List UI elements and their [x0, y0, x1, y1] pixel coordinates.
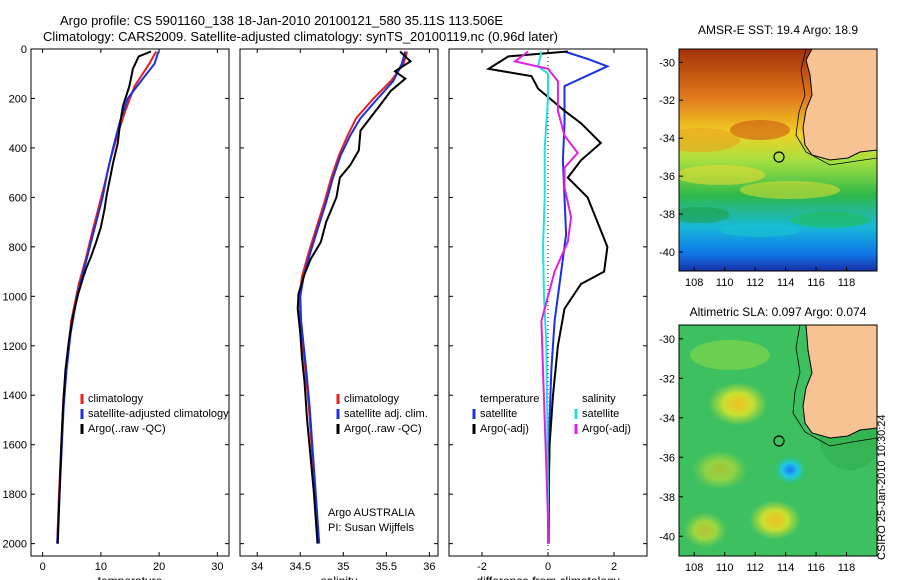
temperature-legend-entry: climatology: [88, 393, 144, 405]
argo-pi-label: PI: Susan Wijffels: [328, 522, 414, 534]
temperature-panel: 0 10 20 30 temperature 0 200 400 600 800 1000 1200 1…: [3, 44, 230, 580]
salinity-legend-entry: climatology: [344, 393, 400, 405]
sla-map: Altimetric SLA: 0.097 Argo: 0.074: [678, 305, 878, 557]
salinity-panel: 34 34.5 35 35.5 36 salinity climatology satelli…: [239, 48, 439, 580]
depth-tick-label: 1000: [3, 291, 27, 303]
temperature-series-black: [56, 50, 152, 544]
sla-map-ytick-label: -38: [659, 492, 675, 504]
figure-title-line1: Argo profile: CS 5901160_138 18-Jan-2010…: [60, 13, 504, 28]
sla-map-xtick-label: 118: [838, 562, 856, 574]
difference-temp-legend-entry: Argo(-adj): [480, 423, 529, 435]
figure-title-line2: Climatology: CARS2009. Satellite-adjuste…: [43, 29, 558, 44]
difference-series-magenta: [512, 50, 579, 544]
sst-map-xtick-label: 112: [746, 277, 764, 289]
salinity-xtick-label: 35.5: [376, 561, 397, 573]
credit-label: CSIRO 25-Jan-2010 10:30:24: [876, 414, 888, 560]
sst-map-xtick-label: 114: [777, 277, 795, 289]
salinity-xtick-label: 34.5: [290, 561, 311, 573]
temperature-xtick-label: 30: [211, 561, 223, 573]
sla-map-axes: 108 110 112 114 116 118 -30 -32 -34 -36 -38 -40: [659, 334, 855, 574]
depth-tick-label: 1600: [3, 440, 27, 452]
sla-map-xtick-label: 108: [685, 562, 703, 574]
sla-map-frame: [678, 324, 878, 557]
sla-map-ytick-label: -30: [659, 334, 675, 346]
salinity-xtick-label: 34: [251, 561, 263, 573]
depth-tick-label: 1800: [3, 489, 27, 501]
temperature-xlabel: temperature: [98, 574, 163, 580]
sst-map-frame: [678, 48, 878, 272]
difference-series-cyan: [536, 51, 549, 544]
depth-tick-label: 400: [9, 143, 27, 155]
sst-map-ytick-label: -34: [659, 133, 675, 145]
temperature-xtick-label: 0: [40, 561, 46, 573]
sst-map-xtick-label: 118: [838, 277, 856, 289]
difference-series-blue: [547, 50, 610, 544]
difference-xtick-label: 2: [611, 561, 617, 573]
sst-map: AMSR-E SST: 19.4 Argo: 18.9: [678, 23, 878, 272]
salinity-xtick-label: 35: [337, 561, 349, 573]
salinity-legend-entry: Argo(..raw -QC): [344, 423, 422, 435]
sst-land: [802, 49, 877, 161]
sst-map-title: AMSR-E SST: 19.4 Argo: 18.9: [698, 23, 858, 37]
sla-map-ytick-label: -34: [659, 413, 675, 425]
sst-map-ytick-label: -40: [659, 247, 675, 259]
depth-tick-label: 0: [21, 44, 27, 56]
depth-tick-label: 1400: [3, 390, 27, 402]
sla-map-xtick-label: 116: [807, 562, 825, 574]
difference-sal-legend-entry: Argo(-adj): [582, 423, 631, 435]
temperature-legend-entry: Argo(..raw -QC): [88, 423, 166, 435]
sla-map-ytick-label: -36: [659, 452, 675, 464]
sst-map-axes: 108 110 112 114 116 118 -30 -32 -34 -36 -38 -40: [659, 57, 855, 289]
temperature-xtick-label: 20: [153, 561, 165, 573]
sst-float-marker: [773, 151, 785, 163]
sla-float-marker: [773, 435, 785, 447]
sla-map-ytick-label: -32: [659, 373, 675, 385]
difference-xlabel: difference from climatology: [476, 574, 619, 580]
sla-shelf-contour: [792, 325, 877, 447]
salinity-plot-frame: [239, 48, 439, 557]
sla-map-xtick-label: 110: [716, 562, 734, 574]
sst-map-xtick-label: 116: [807, 277, 825, 289]
depth-tick-label: 600: [9, 192, 27, 204]
sst-map-ytick-label: -32: [659, 95, 675, 107]
depth-tick-label: 800: [9, 242, 27, 254]
salinity-xtick-label: 36: [423, 561, 435, 573]
salinity-series-black: [296, 50, 413, 544]
sla-map-ytick-label: -40: [659, 531, 675, 543]
sst-map-ytick-label: -36: [659, 171, 675, 183]
sst-texture: [679, 120, 870, 237]
temperature-legend-entry: satellite-adjusted climatology: [88, 408, 229, 420]
difference-sal-legend-entry: satellite: [582, 408, 619, 420]
difference-sal-legend-entry: salinity: [582, 393, 616, 405]
sla-map-xtick-label: 112: [746, 562, 764, 574]
salinity-xlabel: salinity: [321, 574, 358, 580]
salinity-legend-entry: satellite adj. clim.: [344, 408, 428, 420]
sla-land: [802, 325, 877, 439]
difference-xtick-label: -2: [477, 561, 487, 573]
sst-map-ytick-label: -30: [659, 57, 675, 69]
sst-map-xtick-label: 110: [716, 277, 734, 289]
sst-shelf-contour: [795, 49, 877, 166]
sst-map-xtick-label: 108: [685, 277, 703, 289]
difference-temp-legend-entry: satellite: [480, 408, 517, 420]
salinity-series-blue: [299, 51, 407, 544]
argo-program-label: Argo AUSTRALIA: [328, 507, 415, 519]
depth-tick-label: 2000: [3, 539, 27, 551]
depth-tick-label: 200: [9, 93, 27, 105]
temperature-xtick-label: 10: [95, 561, 107, 573]
depth-tick-label: 1200: [3, 341, 27, 353]
temperature-plot-frame: [30, 48, 230, 557]
sla-map-title: Altimetric SLA: 0.097 Argo: 0.074: [690, 305, 867, 319]
difference-series-black: [485, 50, 609, 544]
sla-map-xtick-label: 114: [777, 562, 795, 574]
difference-panel: -2 0 2difference from climatology temperatu…: [448, 48, 648, 580]
sst-map-ytick-label: -38: [659, 209, 675, 221]
difference-temp-legend-entry: temperature: [480, 393, 539, 405]
difference-xtick-label: 0: [545, 561, 551, 573]
